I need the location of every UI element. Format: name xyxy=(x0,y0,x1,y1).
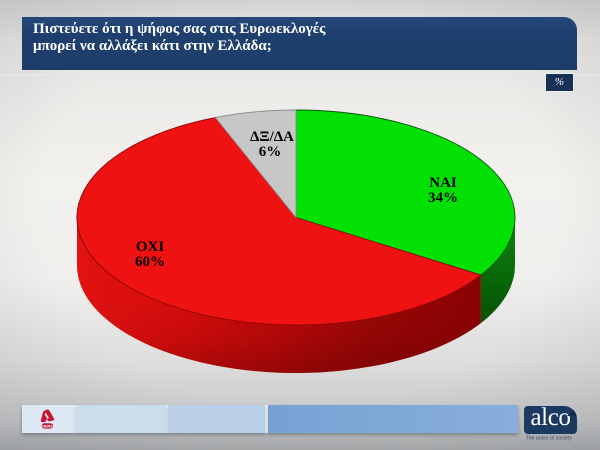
svg-text:ΟΧΙ: ΟΧΙ xyxy=(136,239,165,255)
svg-text:6%: 6% xyxy=(259,144,282,160)
svg-text:ΔΞ/ΔΑ: ΔΞ/ΔΑ xyxy=(250,129,294,145)
svg-text:34%: 34% xyxy=(428,190,458,206)
svg-text:ΝΑΙ: ΝΑΙ xyxy=(429,175,457,191)
svg-text:60%: 60% xyxy=(135,254,165,270)
svg-text:NEWS: NEWS xyxy=(42,424,53,428)
